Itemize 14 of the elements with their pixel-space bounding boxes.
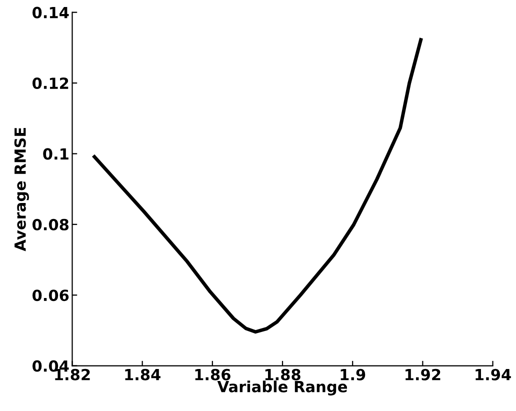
x-tick-label: 1.92 xyxy=(406,368,440,380)
x-tick-label: 1.9 xyxy=(340,368,366,380)
y-axis-title: Average RMSE xyxy=(14,128,29,252)
y-tick-label: 0.1 xyxy=(43,148,68,160)
y-tick-label: 0.12 xyxy=(32,77,68,90)
y-tick-label: 0.08 xyxy=(32,218,69,230)
y-tick-label: 0.06 xyxy=(32,290,69,302)
x-tick-label: 1.94 xyxy=(476,368,511,380)
x-tick-label: 1.88 xyxy=(265,368,300,380)
line-series xyxy=(92,36,424,334)
x-tick-label: 1.86 xyxy=(195,368,230,380)
x-axis-title: Variable Range xyxy=(217,380,348,396)
y-tick-label: 0.14 xyxy=(32,6,69,18)
x-tick-label: 1.84 xyxy=(125,368,160,380)
